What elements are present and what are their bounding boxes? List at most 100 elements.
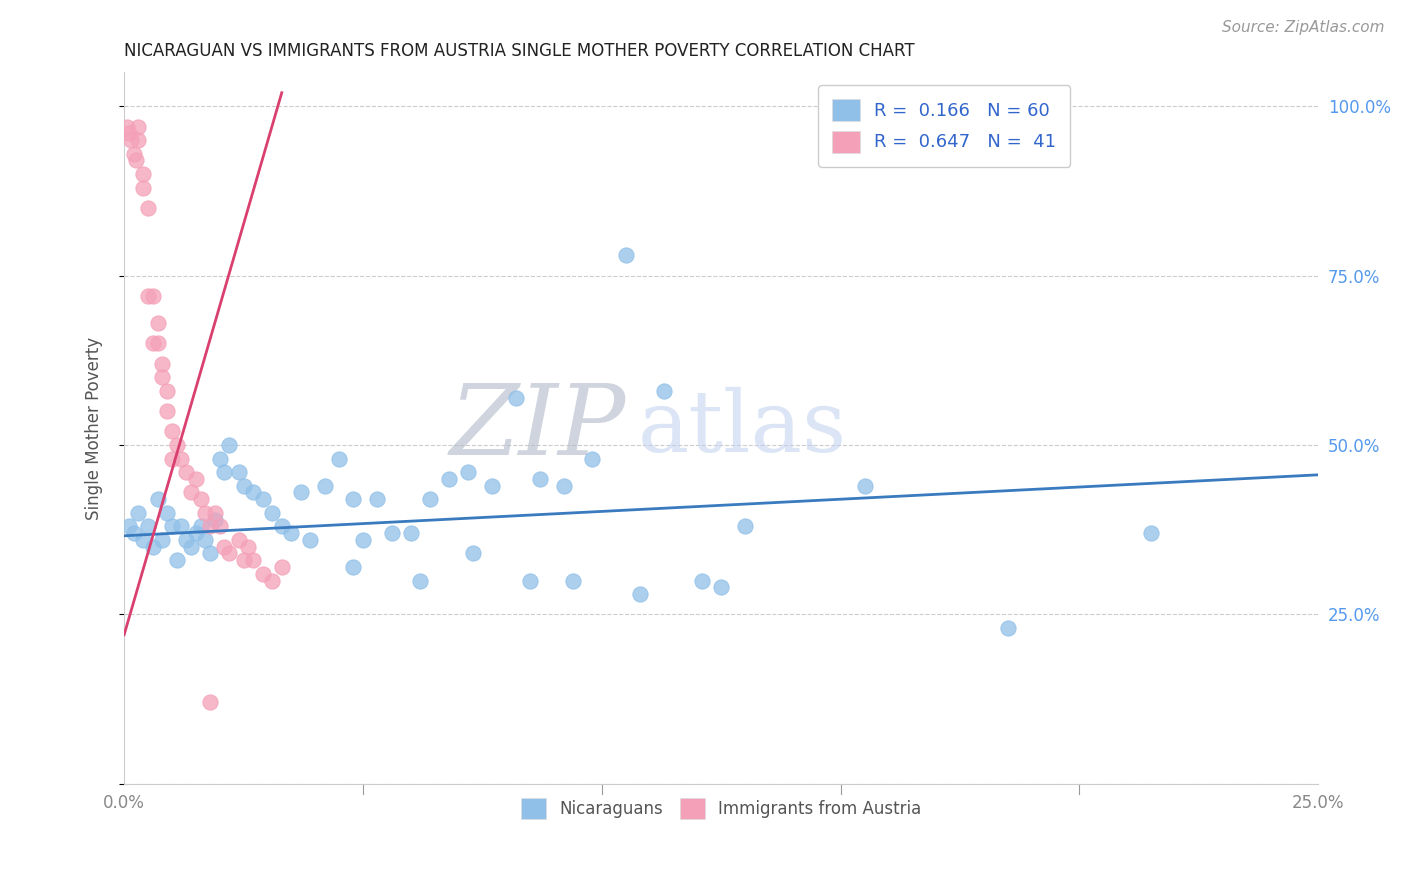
Point [399, 526, 422, 541]
Point [194, 506, 217, 520]
Point [190, 519, 212, 533]
Point [198, 546, 221, 560]
Point [142, 289, 165, 303]
Point [238, 540, 260, 554]
Point [146, 316, 169, 330]
Point [174, 465, 197, 479]
Point [150, 533, 173, 547]
Point [132, 167, 155, 181]
Point [146, 492, 169, 507]
Point [409, 574, 432, 588]
Point [174, 533, 197, 547]
Point [132, 533, 155, 547]
Text: Source: ZipAtlas.com: Source: ZipAtlas.com [1222, 20, 1385, 35]
Point [127, 120, 149, 134]
Point [614, 248, 637, 262]
Text: atlas: atlas [637, 386, 846, 470]
Point [457, 465, 479, 479]
Point [115, 120, 138, 134]
Point [122, 146, 145, 161]
Point [232, 553, 254, 567]
Text: ZIP: ZIP [450, 380, 626, 475]
Point [652, 384, 675, 398]
Point [208, 451, 231, 466]
Point [270, 519, 292, 533]
Point [125, 153, 148, 168]
Point [122, 526, 145, 541]
Point [214, 540, 236, 554]
Point [156, 384, 179, 398]
Point [150, 370, 173, 384]
Point [127, 506, 149, 520]
Point [204, 512, 226, 526]
Point [366, 492, 388, 507]
Point [562, 574, 585, 588]
Point [218, 438, 240, 452]
Point [242, 485, 264, 500]
Point [853, 478, 876, 492]
Point [461, 546, 484, 560]
Point [118, 127, 141, 141]
Point [328, 451, 350, 466]
Point [529, 472, 551, 486]
Point [280, 526, 302, 541]
Point [352, 533, 374, 547]
Point [481, 478, 503, 492]
Point [204, 506, 226, 520]
Point [553, 478, 575, 492]
Point [170, 519, 193, 533]
Point [180, 540, 202, 554]
Point [136, 289, 159, 303]
Point [314, 478, 336, 492]
Point [419, 492, 441, 507]
Point [262, 506, 284, 520]
Point [156, 506, 179, 520]
Point [198, 519, 221, 533]
Point [184, 472, 207, 486]
Point [160, 425, 183, 439]
Point [160, 451, 183, 466]
Point [118, 519, 141, 533]
Point [242, 553, 264, 567]
Point [142, 336, 165, 351]
Point [710, 580, 733, 594]
Point [194, 533, 217, 547]
Point [734, 519, 756, 533]
Point [997, 621, 1019, 635]
Point [342, 560, 364, 574]
Point [156, 404, 179, 418]
Point [180, 485, 202, 500]
Point [232, 478, 254, 492]
Point [690, 574, 713, 588]
Text: NICARAGUAN VS IMMIGRANTS FROM AUSTRIA SINGLE MOTHER POVERTY CORRELATION CHART: NICARAGUAN VS IMMIGRANTS FROM AUSTRIA SI… [124, 42, 915, 60]
Point [299, 533, 322, 547]
Point [184, 526, 207, 541]
Point [208, 519, 231, 533]
Point [262, 574, 284, 588]
Point [381, 526, 404, 541]
Point [132, 180, 155, 194]
Point [218, 546, 240, 560]
Point [160, 519, 183, 533]
Point [190, 492, 212, 507]
Point [1140, 526, 1163, 541]
Point [228, 533, 250, 547]
Point [581, 451, 603, 466]
Point [150, 357, 173, 371]
Point [628, 587, 651, 601]
Point [252, 492, 274, 507]
Y-axis label: Single Mother Poverty: Single Mother Poverty [86, 336, 103, 520]
Point [170, 451, 193, 466]
Point [270, 560, 292, 574]
Point [136, 201, 159, 215]
Point [120, 133, 142, 147]
Point [166, 438, 188, 452]
Point [166, 553, 188, 567]
Point [228, 465, 250, 479]
Point [342, 492, 364, 507]
Point [136, 519, 159, 533]
Point [142, 540, 165, 554]
Legend: Nicaraguans, Immigrants from Austria: Nicaraguans, Immigrants from Austria [515, 791, 928, 825]
Point [214, 465, 236, 479]
Point [127, 133, 149, 147]
